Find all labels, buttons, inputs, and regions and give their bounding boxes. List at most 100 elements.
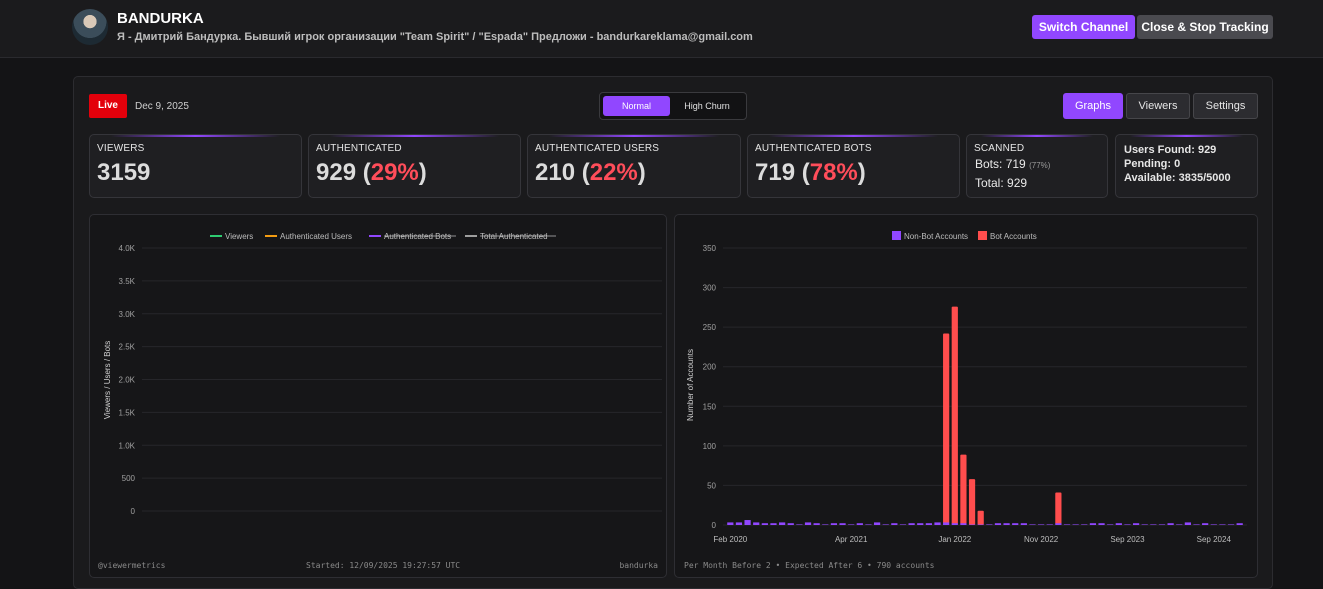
nonbot-bar xyxy=(1124,524,1131,525)
nonbot-bar xyxy=(839,523,846,525)
authenticated-percent: 29% xyxy=(370,159,419,186)
tab-graphs[interactable]: Graphs xyxy=(1063,93,1123,119)
authenticated-bots-percent: 78% xyxy=(809,159,858,186)
chart-channel-name: bandurka xyxy=(619,561,658,570)
nonbot-bar xyxy=(1046,524,1053,525)
y-axis-label: Number of Accounts xyxy=(686,349,695,421)
bot-bar xyxy=(1055,492,1062,525)
viewers-line-chart: 0 500 1.0K 1.5K 2.0K 2.5K 3.0K 3.5K 4.0K Viewers … xyxy=(103,232,662,516)
legend-swatch xyxy=(978,231,987,240)
nonbot-bar xyxy=(1184,522,1191,525)
x-tick-label: Jan 2022 xyxy=(938,535,971,544)
x-tick-label: Feb 2020 xyxy=(713,535,747,544)
nonbot-bar xyxy=(1020,523,1027,525)
nonbot-bar xyxy=(1012,523,1019,525)
x-tick-label: Sep 2024 xyxy=(1197,535,1232,544)
nonbot-bar xyxy=(951,523,958,525)
y-tick-label: 0 xyxy=(131,507,136,516)
authenticated-label: AUTHENTICATED xyxy=(316,143,402,154)
nonbot-bar xyxy=(813,523,820,525)
x-tick-label: Nov 2022 xyxy=(1024,535,1059,544)
nonbot-bar xyxy=(1098,523,1105,525)
authenticated-users-label: AUTHENTICATED USERS xyxy=(535,143,660,154)
y-tick-label: 3.0K xyxy=(119,310,136,319)
mode-toggle: Normal High Churn xyxy=(599,92,747,120)
account-age-note: Per Month Before 2 • Expected After 6 • … xyxy=(684,561,935,570)
nonbot-bar xyxy=(1167,523,1174,525)
scanned-bots-value: 719 xyxy=(1005,157,1026,171)
y-axis-label: Viewers / Users / Bots xyxy=(103,341,112,420)
mode-normal-button[interactable]: Normal xyxy=(603,96,670,116)
legend-label: Viewers xyxy=(225,232,253,241)
nonbot-bar xyxy=(977,524,984,525)
nonbot-bar xyxy=(1219,524,1226,525)
legend-label: Authenticated Users xyxy=(280,232,352,241)
nonbot-bar xyxy=(779,522,786,525)
nonbot-bar xyxy=(934,522,941,525)
tab-viewers[interactable]: Viewers xyxy=(1126,93,1190,119)
authenticated-users-percent: 22% xyxy=(589,159,638,186)
legend-label: Bot Accounts xyxy=(990,232,1037,241)
nonbot-bar xyxy=(787,523,794,525)
scanned-label: SCANNED xyxy=(974,143,1025,154)
y-tick-label: 2.5K xyxy=(119,343,136,352)
scanned-total: Total: 929 xyxy=(975,176,1027,190)
nonbot-bar xyxy=(1081,524,1088,525)
scanned-bots-label: Bots: xyxy=(975,157,1003,171)
switch-channel-button[interactable]: Switch Channel xyxy=(1032,15,1135,39)
y-tick-label: 100 xyxy=(703,442,717,451)
nonbot-bar xyxy=(1158,524,1166,525)
nonbot-bar xyxy=(917,523,924,525)
pending: Pending: 0 xyxy=(1124,158,1181,170)
nonbot-bar xyxy=(899,524,907,525)
mode-high-churn-button[interactable]: High Churn xyxy=(684,101,730,111)
y-tick-label: 150 xyxy=(703,402,717,411)
nonbot-bar xyxy=(882,524,889,525)
nonbot-bar xyxy=(1141,524,1148,525)
authenticated-bots-count: 719 xyxy=(755,159,796,186)
authenticated-users-card: AUTHENTICATED USERS 210 (22%) xyxy=(527,134,741,198)
authenticated-bots-value: 719 (78%) xyxy=(755,159,866,186)
account-age-chart-panel: 0 50 100 150 200 250 300 350 Number of Accounts N… xyxy=(674,214,1258,578)
nonbot-bar xyxy=(1227,524,1235,525)
dashboard-panel: Live Dec 9, 2025 Normal High Churn Graph… xyxy=(73,76,1273,589)
stream-date: Dec 9, 2025 xyxy=(135,101,189,112)
nonbot-bar xyxy=(1210,524,1217,525)
bot-bar xyxy=(943,333,950,524)
nonbot-bar xyxy=(1202,523,1209,525)
authenticated-bots-label: AUTHENTICATED BOTS xyxy=(755,143,872,154)
y-tick-label: 1.0K xyxy=(119,441,136,450)
tab-settings[interactable]: Settings xyxy=(1193,93,1258,119)
nonbot-bar xyxy=(761,523,768,525)
brand-watermark: @viewermetrics xyxy=(98,561,166,570)
nonbot-bar xyxy=(804,522,812,525)
scanned-card: SCANNED Bots: 719 (77%) Total: 929 xyxy=(966,134,1108,198)
nonbot-bar xyxy=(1003,523,1010,525)
x-tick-label: Sep 2023 xyxy=(1110,535,1145,544)
x-tick-label: Apr 2021 xyxy=(835,535,868,544)
authenticated-users-count: 210 xyxy=(535,159,576,186)
scanned-total-label: Total: xyxy=(975,176,1004,190)
nonbot-bar xyxy=(727,522,734,525)
nonbot-bar xyxy=(891,523,898,525)
started-time: Started: 12/09/2025 19:27:57 UTC xyxy=(306,561,461,570)
available: Available: 3835/5000 xyxy=(1124,172,1231,184)
nonbot-bar xyxy=(1107,524,1114,525)
nonbot-bar xyxy=(796,524,803,525)
nonbot-bar xyxy=(1193,524,1200,525)
bot-bar xyxy=(968,479,976,525)
close-stop-tracking-button[interactable]: Close & Stop Tracking xyxy=(1137,15,1273,39)
viewers-value: 3159 xyxy=(97,159,151,186)
nonbot-bar xyxy=(986,524,993,525)
nonbot-bar xyxy=(1063,524,1071,525)
bot-bar xyxy=(951,306,958,525)
nonbot-bar xyxy=(1115,523,1122,525)
y-tick-label: 50 xyxy=(707,481,716,490)
viewers-card: VIEWERS 3159 xyxy=(89,134,302,198)
legend-label: Total Authenticated xyxy=(480,232,548,241)
users-found-card: Users Found: 929 Pending: 0 Available: 3… xyxy=(1115,134,1258,198)
nonbot-bar xyxy=(1072,524,1079,525)
scanned-bots-percent: (77%) xyxy=(1029,161,1051,170)
authenticated-count: 929 xyxy=(316,159,357,186)
legend-label: Non-Bot Accounts xyxy=(904,232,968,241)
